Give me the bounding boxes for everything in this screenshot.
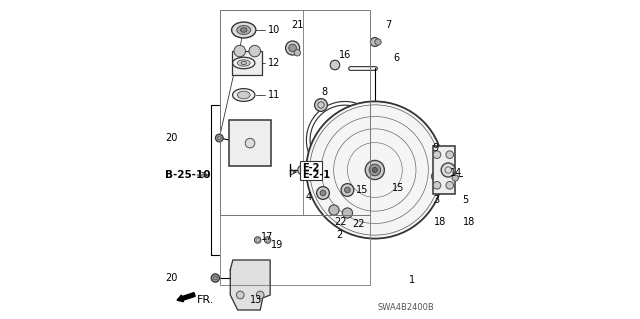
Text: 19: 19 [271, 240, 284, 250]
Circle shape [320, 190, 326, 196]
Circle shape [285, 41, 300, 55]
Circle shape [344, 187, 350, 193]
Circle shape [369, 164, 381, 176]
Circle shape [441, 163, 455, 177]
Circle shape [330, 60, 340, 70]
Text: 15: 15 [392, 183, 404, 193]
Polygon shape [230, 260, 270, 310]
Text: 22: 22 [334, 217, 346, 227]
Text: 20: 20 [166, 273, 178, 283]
Circle shape [329, 205, 339, 215]
Circle shape [289, 44, 296, 52]
Ellipse shape [232, 57, 255, 69]
Circle shape [257, 291, 264, 299]
Circle shape [245, 138, 255, 148]
Circle shape [216, 134, 223, 142]
Bar [220, 10, 303, 215]
Circle shape [371, 38, 380, 47]
Circle shape [433, 151, 441, 159]
Text: FR.: FR. [197, 295, 214, 305]
Bar [220, 10, 370, 215]
Circle shape [211, 274, 220, 282]
Circle shape [452, 175, 458, 181]
Text: 9: 9 [433, 143, 439, 153]
Text: 21: 21 [291, 20, 303, 30]
Text: 15: 15 [356, 185, 369, 195]
Text: 10: 10 [268, 25, 280, 35]
Circle shape [294, 49, 301, 56]
Ellipse shape [232, 89, 255, 101]
Bar [229, 120, 271, 166]
Text: 18: 18 [463, 217, 475, 227]
Ellipse shape [241, 28, 247, 32]
Text: 14: 14 [449, 168, 462, 178]
Text: SWA4B2400B: SWA4B2400B [378, 303, 434, 313]
Text: E-2: E-2 [301, 163, 319, 174]
Circle shape [317, 187, 330, 199]
Circle shape [300, 168, 305, 172]
Text: 13: 13 [250, 295, 262, 305]
Text: 6: 6 [394, 53, 400, 63]
Circle shape [433, 182, 441, 189]
Circle shape [341, 184, 354, 197]
Text: 1: 1 [409, 275, 415, 285]
Circle shape [307, 101, 444, 239]
Circle shape [372, 167, 378, 173]
Circle shape [298, 165, 307, 175]
Bar [300, 161, 322, 180]
FancyArrow shape [177, 293, 195, 302]
Text: 16: 16 [339, 50, 351, 60]
Text: 5: 5 [462, 195, 468, 205]
Ellipse shape [237, 60, 250, 66]
Circle shape [315, 99, 328, 111]
Circle shape [255, 237, 261, 243]
Bar [220, 215, 370, 285]
Text: 4: 4 [306, 192, 312, 202]
Ellipse shape [237, 91, 250, 99]
Ellipse shape [232, 22, 256, 38]
Circle shape [375, 39, 381, 45]
Bar [433, 146, 456, 194]
Circle shape [446, 182, 454, 189]
Text: 3: 3 [434, 195, 440, 205]
Circle shape [236, 291, 244, 299]
Text: 2: 2 [336, 230, 342, 240]
Text: 8: 8 [321, 87, 327, 97]
Circle shape [249, 45, 260, 57]
Circle shape [446, 151, 454, 159]
Circle shape [431, 173, 439, 180]
Text: 12: 12 [268, 58, 280, 68]
Bar [232, 51, 262, 75]
Circle shape [342, 208, 353, 218]
Text: 20: 20 [166, 133, 178, 143]
Ellipse shape [237, 26, 251, 34]
Text: 17: 17 [261, 232, 273, 242]
Text: 11: 11 [268, 90, 280, 100]
Text: 7: 7 [385, 20, 391, 30]
Text: 18: 18 [434, 217, 446, 227]
Circle shape [264, 237, 271, 243]
Text: 22: 22 [353, 219, 365, 229]
Circle shape [365, 160, 385, 180]
Text: B-25-10: B-25-10 [166, 170, 211, 180]
Circle shape [234, 45, 246, 57]
Text: E-2-1: E-2-1 [301, 170, 330, 181]
